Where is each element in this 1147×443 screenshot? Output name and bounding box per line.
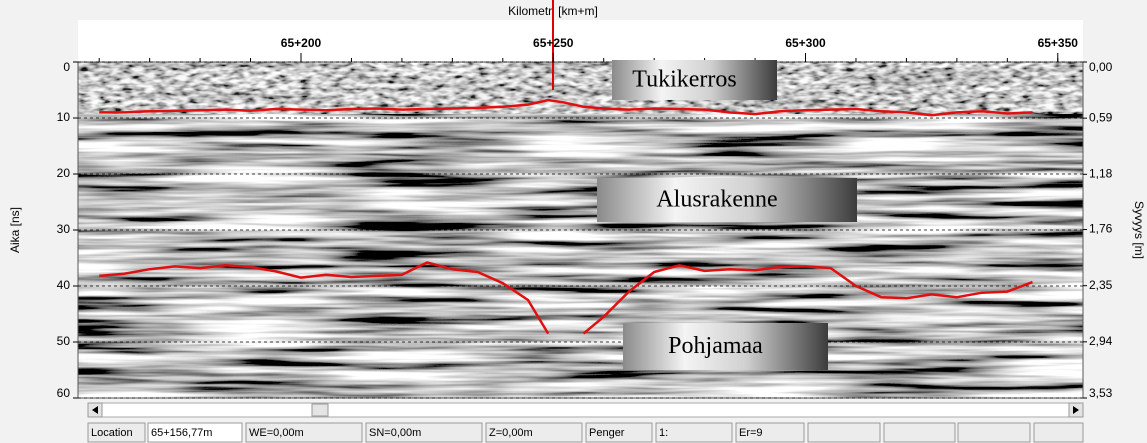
- status-text: Er=9: [739, 427, 763, 439]
- y2-tick-label: 1,18: [1089, 166, 1113, 180]
- y-tick-label: 0: [63, 60, 70, 74]
- status-text: 1:: [659, 427, 668, 439]
- status-text: WE=0,00m: [249, 427, 304, 439]
- status-text: SN=0,00m: [369, 427, 421, 439]
- status-cell: [655, 422, 733, 443]
- scroll-track: [87, 402, 1084, 418]
- arrow-right: [1073, 406, 1079, 414]
- y-tick-label: 20: [57, 166, 71, 180]
- status-cell: [957, 422, 1031, 443]
- y-tick-label: 10: [57, 110, 71, 124]
- status-text: Penger: [589, 427, 625, 439]
- arrow-left: [92, 406, 98, 414]
- status-cell: [807, 422, 881, 443]
- annotation: Pohjamaa: [668, 333, 763, 359]
- status-cell: [87, 422, 146, 443]
- status-text: 65+156,77m: [151, 427, 212, 439]
- y-tick-label: 50: [57, 334, 71, 348]
- x-tick-label: 65+250: [533, 36, 574, 50]
- annotation: Tukikerros: [632, 67, 736, 93]
- x-tick-label: 65+300: [785, 36, 826, 50]
- radargram: [78, 62, 1083, 398]
- y-tick-label: 40: [57, 278, 71, 292]
- y2-tick-label: 2,94: [1089, 334, 1113, 348]
- status-cell: [585, 422, 653, 443]
- x-tick-label: 65+200: [281, 36, 322, 50]
- status-text: Z=0,00m: [489, 427, 533, 439]
- annotation-box: [612, 60, 777, 100]
- annotation-box: [597, 178, 857, 222]
- radargram-image: [78, 62, 1083, 398]
- status-cell: [883, 422, 956, 443]
- y-axis-title: Aika [ns]: [8, 207, 22, 253]
- status-cell: [147, 422, 243, 443]
- status-cell: [485, 422, 583, 443]
- status-cell: [245, 422, 363, 443]
- scroll-thumb[interactable]: [311, 403, 329, 417]
- y-tick-label: 60: [57, 386, 71, 400]
- y-tick-label: 30: [57, 222, 71, 236]
- y2-tick-label: 3,53: [1089, 386, 1113, 400]
- status-cell: [365, 422, 483, 443]
- annotation-box: [623, 323, 828, 370]
- y2-tick-label: 0,00: [1089, 60, 1113, 74]
- y2-tick-label: 1,76: [1089, 222, 1113, 236]
- y2-axis-title: Syvyys [m]: [1132, 201, 1146, 259]
- horizon-line: [99, 98, 1033, 117]
- x-tick-label: 65+350: [1038, 36, 1079, 50]
- scrollbar[interactable]: [87, 402, 1084, 418]
- status-cell: [1033, 422, 1084, 443]
- y2-tick-label: 0,59: [1089, 110, 1113, 124]
- horizon-line: [99, 261, 1033, 335]
- status-cell: [735, 422, 805, 443]
- status-text: Location: [91, 427, 133, 439]
- annotation: Alusrakenne: [656, 187, 777, 213]
- y2-tick-label: 2,35: [1089, 278, 1113, 292]
- axis-band: [78, 20, 1083, 62]
